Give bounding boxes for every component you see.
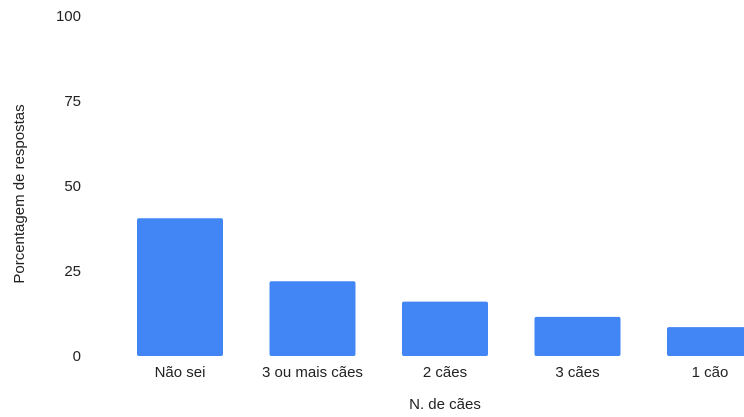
bar [137,218,223,356]
x-axis-ticks: Não sei 3 ou mais cães 2 cães 3 cães 1 cão [155,364,729,381]
y-tick-label: 25 [64,263,81,280]
x-tick-label: 3 cães [555,364,599,381]
y-axis-label: Porcentagem de respostas [11,104,28,283]
x-tick-label: Não sei [155,364,206,381]
x-tick-label: 1 cão [692,364,729,381]
bar [534,316,621,356]
y-tick-label: 100 [56,8,81,25]
bar [667,327,744,356]
y-tick-label: 75 [64,93,81,110]
x-tick-label: 3 ou mais cães [262,364,363,381]
y-tick-label: 50 [64,178,81,195]
bar [269,281,356,356]
x-axis-label: N. de cães [409,396,481,413]
bars [137,218,744,356]
x-tick-label: 2 cães [423,364,467,381]
bar [402,301,488,356]
y-tick-label: 0 [73,348,81,365]
y-axis-ticks: 0 25 50 75 100 [56,8,81,365]
